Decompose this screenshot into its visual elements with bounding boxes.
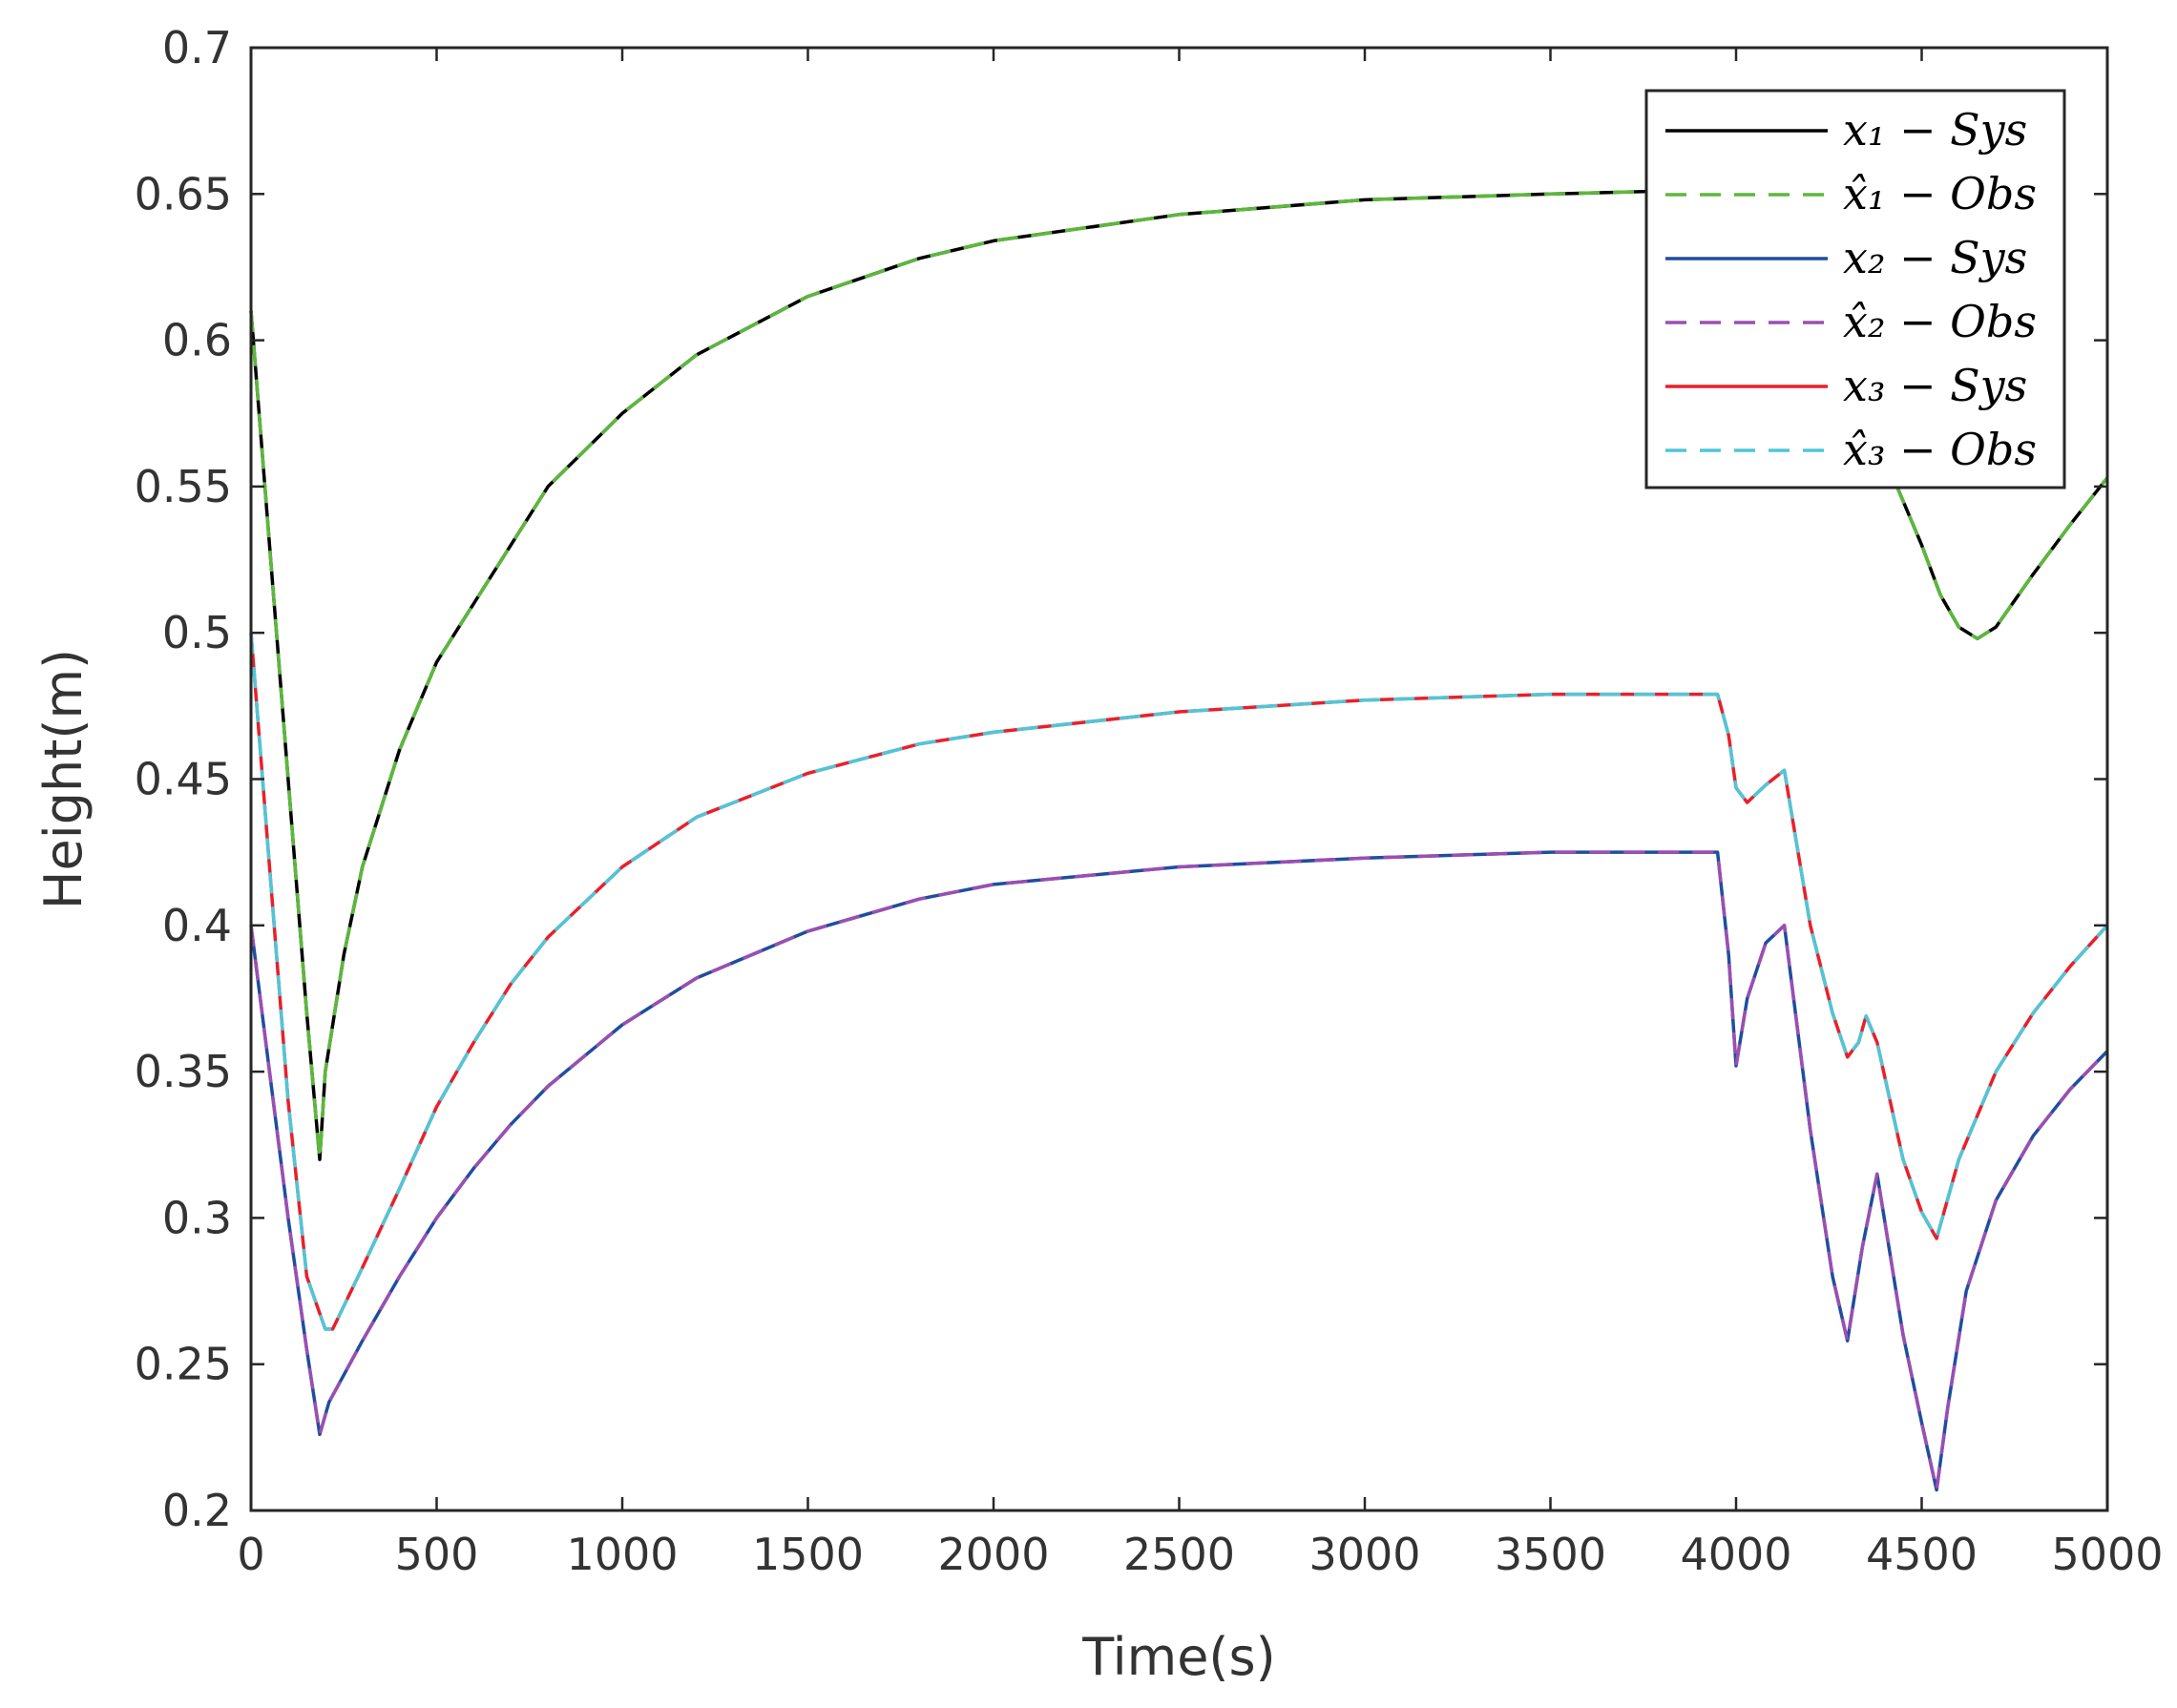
x-tick-label: 1500 bbox=[752, 1529, 864, 1580]
legend-entry: x₂ − Sys bbox=[1843, 232, 2027, 283]
legend-box bbox=[1644, 89, 2066, 489]
x-tick-label: 4000 bbox=[1680, 1529, 1791, 1580]
legend: x₁ − Sys x̂₁ − Obs x₂ − Sys x̂₂ − Obs x₃ − S… bbox=[1644, 89, 2066, 489]
y-tick-label: 0.4 bbox=[162, 900, 232, 951]
y-tick-label: 0.25 bbox=[135, 1339, 232, 1390]
x-tick-label: 3000 bbox=[1308, 1529, 1420, 1580]
y-tick-label: 0.5 bbox=[162, 607, 232, 658]
legend-entry: x̂₂ − Obs bbox=[1843, 296, 2037, 347]
series-layer bbox=[249, 189, 2109, 1492]
y-tick-label: 0.55 bbox=[135, 461, 232, 512]
x-tick-label: 5000 bbox=[2051, 1529, 2163, 1580]
legend-entry: x₃ − Sys bbox=[1843, 360, 2027, 411]
x-tick-label: 4500 bbox=[1866, 1529, 1978, 1580]
x-tick-label: 0 bbox=[237, 1529, 264, 1580]
x-tick-label: 2500 bbox=[1123, 1529, 1235, 1580]
legend-entry: x₁ − Sys bbox=[1843, 104, 2027, 156]
x-tick-label: 1000 bbox=[566, 1529, 678, 1580]
legend-entry: x̂₃ − Obs bbox=[1843, 424, 2037, 475]
series-line-4 bbox=[249, 850, 2109, 1492]
legend-entry: x̂₁ − Obs bbox=[1843, 168, 2037, 219]
series-line-1 bbox=[249, 189, 2109, 1161]
series-line-6 bbox=[249, 633, 2109, 1331]
x-tick-label: 2000 bbox=[937, 1529, 1049, 1580]
y-axis-label: Height(m) bbox=[33, 649, 94, 909]
y-tick-label: 0.35 bbox=[135, 1046, 232, 1097]
y-tick-label: 0.2 bbox=[162, 1485, 232, 1536]
ticks-layer: 0 500 1000 1500 2000 2500 3000 3500 4000 4500 5000… bbox=[135, 22, 2164, 1580]
x-tick-label: 3500 bbox=[1495, 1529, 1606, 1580]
y-tick-label: 0.65 bbox=[135, 168, 232, 219]
y-tick-label: 0.45 bbox=[135, 754, 232, 805]
x-tick-label: 500 bbox=[395, 1529, 479, 1580]
y-tick-label: 0.3 bbox=[162, 1192, 232, 1243]
y-tick-label: 0.6 bbox=[162, 315, 232, 366]
x-axis-label: Time(s) bbox=[1081, 1627, 1275, 1687]
y-tick-label: 0.7 bbox=[162, 22, 232, 73]
